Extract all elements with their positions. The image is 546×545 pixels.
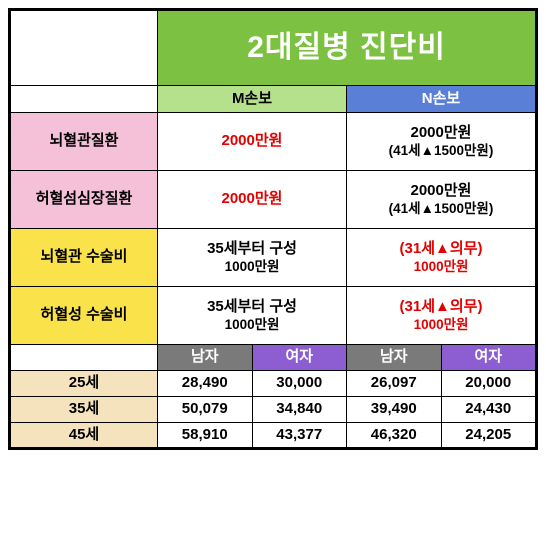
surg-m-0: 35세부터 구성 1000만원	[158, 229, 347, 287]
surg-m-1-l1: 35세부터 구성	[207, 298, 297, 315]
surg-label-1: 허혈성 수술비	[11, 287, 158, 345]
age-2-mf: 43,377	[252, 422, 347, 448]
diag-m-1: 2000만원	[158, 171, 347, 229]
diag-n-0-l1: 2000만원	[411, 124, 472, 141]
m-company-header: M손보	[158, 85, 347, 113]
age-1-mf: 34,840	[252, 396, 347, 422]
diag-label-0: 뇌혈관질환	[11, 113, 158, 171]
diag-n-0: 2000만원 (41세▲1500만원)	[347, 113, 536, 171]
age-2-nf: 24,205	[441, 422, 536, 448]
age-0-mm: 28,490	[158, 371, 253, 397]
gender-nm: 남자	[347, 345, 442, 371]
age-2-mm: 58,910	[158, 422, 253, 448]
age-2-nm: 46,320	[347, 422, 442, 448]
age-1-mm: 50,079	[158, 396, 253, 422]
n-company-header: N손보	[347, 85, 536, 113]
surg-n-1-l2: 1000만원	[349, 317, 533, 334]
gender-mm: 남자	[158, 345, 253, 371]
surg-m-1-l2: 1000만원	[160, 317, 344, 334]
age-2-label: 45세	[11, 422, 158, 448]
diag-n-1-l2: (41세▲1500만원)	[349, 201, 533, 218]
gender-nf: 여자	[441, 345, 536, 371]
surg-m-0-l1: 35세부터 구성	[207, 240, 297, 257]
age-1-nm: 39,490	[347, 396, 442, 422]
surg-m-0-l2: 1000만원	[160, 259, 344, 276]
diag-n-1-l1: 2000만원	[411, 182, 472, 199]
blank-gender	[11, 345, 158, 371]
diag-label-1: 허혈섬심장질환	[11, 171, 158, 229]
blank-corner	[11, 11, 158, 86]
surg-n-0-l2: 1000만원	[349, 259, 533, 276]
surg-label-0: 뇌혈관 수술비	[11, 229, 158, 287]
table-title: 2대질병 진단비	[158, 11, 536, 86]
age-0-label: 25세	[11, 371, 158, 397]
diag-n-0-l2: (41세▲1500만원)	[349, 143, 533, 160]
age-1-label: 35세	[11, 396, 158, 422]
surg-n-0-l1: (31세▲의무)	[400, 240, 483, 257]
gender-mf: 여자	[252, 345, 347, 371]
age-0-nm: 26,097	[347, 371, 442, 397]
age-1-nf: 24,430	[441, 396, 536, 422]
age-0-nf: 20,000	[441, 371, 536, 397]
diag-m-0: 2000만원	[158, 113, 347, 171]
diag-n-1: 2000만원 (41세▲1500만원)	[347, 171, 536, 229]
surg-n-0: (31세▲의무) 1000만원	[347, 229, 536, 287]
surg-n-1-l1: (31세▲의무)	[400, 298, 483, 315]
blank-header	[11, 85, 158, 113]
insurance-comparison-table: 2대질병 진단비 M손보 N손보 뇌혈관질환 2000만원 2000만원 (41…	[8, 8, 538, 450]
surg-n-1: (31세▲의무) 1000만원	[347, 287, 536, 345]
surg-m-1: 35세부터 구성 1000만원	[158, 287, 347, 345]
age-0-mf: 30,000	[252, 371, 347, 397]
